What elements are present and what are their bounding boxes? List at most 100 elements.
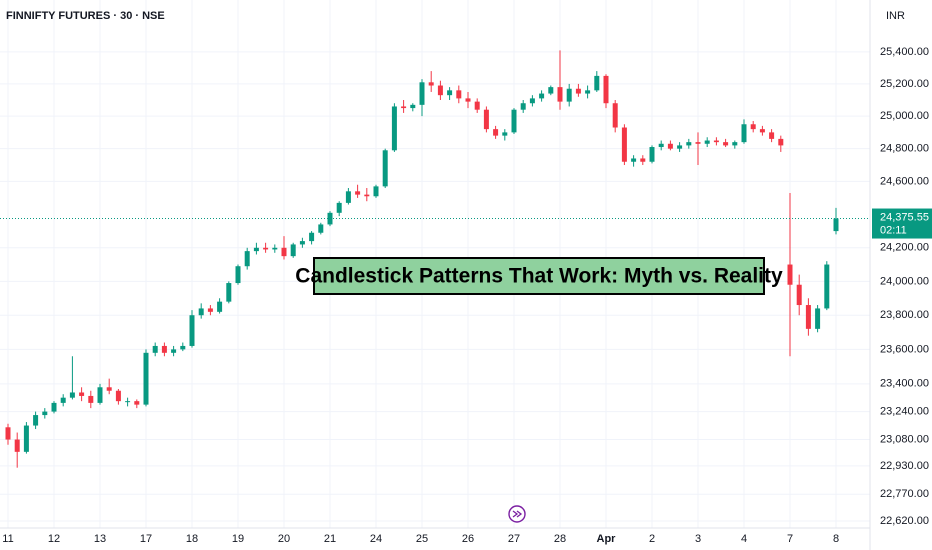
x-tick-label: 12 — [48, 533, 60, 545]
candle-body — [382, 150, 388, 187]
candle-body — [805, 305, 811, 329]
candle-body — [658, 143, 664, 148]
x-tick-label: 3 — [695, 533, 701, 545]
x-tick-label: 24 — [370, 533, 382, 545]
candle-body — [281, 247, 287, 257]
candle-body — [704, 140, 710, 144]
candle-body — [364, 194, 370, 197]
candle-body — [125, 401, 131, 403]
candle-body — [640, 158, 646, 162]
candle-body — [143, 352, 149, 405]
candle-body — [134, 401, 140, 405]
candle-body — [557, 87, 563, 102]
candle-body — [603, 75, 609, 104]
annotation-box — [313, 257, 765, 295]
grid — [0, 0, 870, 528]
candle-body — [244, 251, 250, 267]
candle-body — [447, 90, 453, 96]
candle-body — [115, 390, 121, 402]
candle-body — [51, 402, 57, 412]
candle-body — [336, 202, 342, 213]
x-tick-label: 4 — [741, 533, 747, 545]
candle-body — [60, 397, 66, 403]
candles — [5, 50, 839, 468]
candle-body — [299, 241, 305, 245]
candle-body — [594, 75, 600, 91]
y-tick-label: 22,620.00 — [880, 515, 929, 527]
x-tick-label: 7 — [787, 533, 793, 545]
event-icon[interactable] — [508, 505, 526, 523]
candle-body — [815, 308, 821, 329]
candle-body — [309, 232, 315, 242]
candle-body — [649, 147, 655, 162]
candle-body — [686, 142, 692, 146]
currency: INR — [886, 10, 905, 22]
candle-body — [548, 87, 554, 94]
x-tick-label: 27 — [508, 533, 520, 545]
candle-body — [42, 411, 48, 416]
candle-body — [410, 104, 416, 109]
candle-body — [502, 132, 508, 136]
candle-body — [732, 142, 738, 146]
candle-body — [106, 387, 112, 391]
candle-body — [69, 392, 75, 398]
candle-body — [465, 98, 471, 102]
candle-body — [97, 387, 103, 403]
candle-body — [833, 218, 839, 232]
candle-body — [474, 101, 480, 110]
y-tick-label: 24,800.00 — [880, 143, 929, 155]
candle-body — [355, 191, 361, 195]
candle-body — [171, 349, 177, 353]
y-tick-label: 23,080.00 — [880, 433, 929, 445]
candle-body — [198, 308, 204, 316]
x-tick-label: 26 — [462, 533, 474, 545]
candle-body — [428, 82, 434, 86]
candle-body — [750, 124, 756, 130]
candle-body — [253, 247, 259, 252]
candle-body — [493, 129, 499, 136]
x-tick-label: 13 — [94, 533, 106, 545]
y-tick-label: 25,400.00 — [880, 46, 929, 58]
candle-body — [713, 140, 719, 143]
candle-body — [759, 129, 765, 133]
candle-body — [189, 315, 195, 346]
candle-body — [631, 158, 637, 162]
last-price-label: 24,375.55 — [880, 211, 929, 223]
candle-body — [437, 85, 443, 96]
candle-body — [235, 266, 241, 284]
annotation-banner: Candlestick Patterns That Work: Myth vs.… — [295, 257, 783, 295]
candle-body — [667, 143, 673, 149]
candle-body — [5, 427, 11, 440]
x-tick-label: 2 — [649, 533, 655, 545]
annotation-text: Candlestick Patterns That Work: Myth vs.… — [295, 265, 783, 288]
candle-body — [778, 138, 784, 146]
candle-body — [456, 90, 462, 99]
candle-body — [723, 142, 729, 146]
x-tick-label: 21 — [324, 533, 336, 545]
x-tick-label: 19 — [232, 533, 244, 545]
x-tick-label: 18 — [186, 533, 198, 545]
candle-body — [419, 82, 425, 105]
candle-body — [824, 264, 830, 309]
y-tick-label: 23,400.00 — [880, 378, 929, 390]
candle-body — [483, 109, 489, 130]
candle-body — [23, 425, 29, 452]
y-tick-label: 22,930.00 — [880, 460, 929, 472]
candle-body — [787, 264, 793, 285]
x-tick-label: 8 — [833, 533, 839, 545]
x-tick-label: 28 — [554, 533, 566, 545]
y-tick-label: 25,200.00 — [880, 78, 929, 90]
x-tick-label: 17 — [140, 533, 152, 545]
candle-body — [621, 127, 627, 162]
last-price-box — [872, 208, 932, 239]
candle-body — [14, 439, 20, 452]
countdown: 02:11 — [880, 224, 907, 236]
x-tick-label: Apr — [597, 533, 617, 545]
candle-body — [529, 98, 535, 104]
candle-body — [152, 345, 158, 353]
candle-body — [207, 308, 213, 312]
candle-body — [79, 392, 85, 396]
candle-body — [180, 345, 186, 350]
y-tick-label: 24,200.00 — [880, 242, 929, 254]
